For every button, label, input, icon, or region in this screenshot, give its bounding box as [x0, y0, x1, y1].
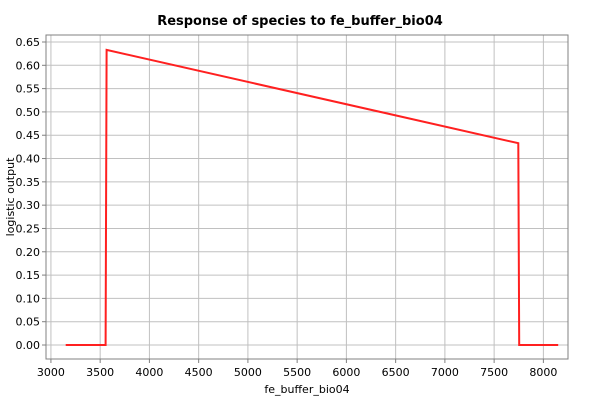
y-gridlines — [46, 41, 568, 346]
y-tick-label: 0.60 — [16, 59, 41, 72]
x-tick-label: 5500 — [283, 366, 311, 379]
x-tick-label: 7500 — [480, 366, 508, 379]
y-tick-label: 0.10 — [16, 292, 41, 305]
x-tick-label: 7000 — [431, 366, 459, 379]
x-tick-label: 4000 — [135, 366, 163, 379]
x-tick-label: 6500 — [382, 366, 410, 379]
plot-background — [46, 35, 568, 359]
y-tick-label: 0.25 — [16, 222, 41, 235]
plot-border — [45, 34, 569, 360]
x-axis-label: fe_buffer_bio04 — [264, 383, 349, 396]
y-tick-label: 0.05 — [16, 316, 41, 329]
x-tick-label: 6000 — [332, 366, 360, 379]
x-tick-label: 3000 — [37, 366, 65, 379]
series-line-0 — [65, 48, 559, 346]
y-axis-ticks: 0.00 0.05 0.10 0.15 0.20 0.25 0.30 0.35 0.40 0.45… — [16, 36, 46, 352]
y-tick-label: 0.35 — [16, 176, 41, 189]
y-tick-label: 0.15 — [16, 269, 41, 282]
x-tick-label: 4500 — [185, 366, 213, 379]
chart-title: Response of species to fe_buffer_bio04 — [157, 14, 443, 29]
series-layer — [65, 48, 559, 346]
x-tick-label: 3500 — [86, 366, 114, 379]
y-tick-label: 0.45 — [16, 129, 41, 142]
x-tick-label: 5000 — [234, 366, 262, 379]
y-axis-label: logistic output — [4, 157, 17, 236]
x-axis-ticks: 3000 3500 4000 4500 5000 5500 6000 6500 7000 7500… — [37, 359, 557, 379]
y-tick-label: 0.40 — [16, 153, 41, 166]
y-tick-label: 0.00 — [16, 339, 41, 352]
x-tick-label: 8000 — [529, 366, 557, 379]
y-tick-label: 0.55 — [16, 83, 41, 96]
y-tick-label: 0.30 — [16, 199, 41, 212]
y-tick-label: 0.50 — [16, 106, 41, 119]
y-tick-label: 0.20 — [16, 246, 41, 259]
y-tick-label: 0.65 — [16, 36, 41, 49]
